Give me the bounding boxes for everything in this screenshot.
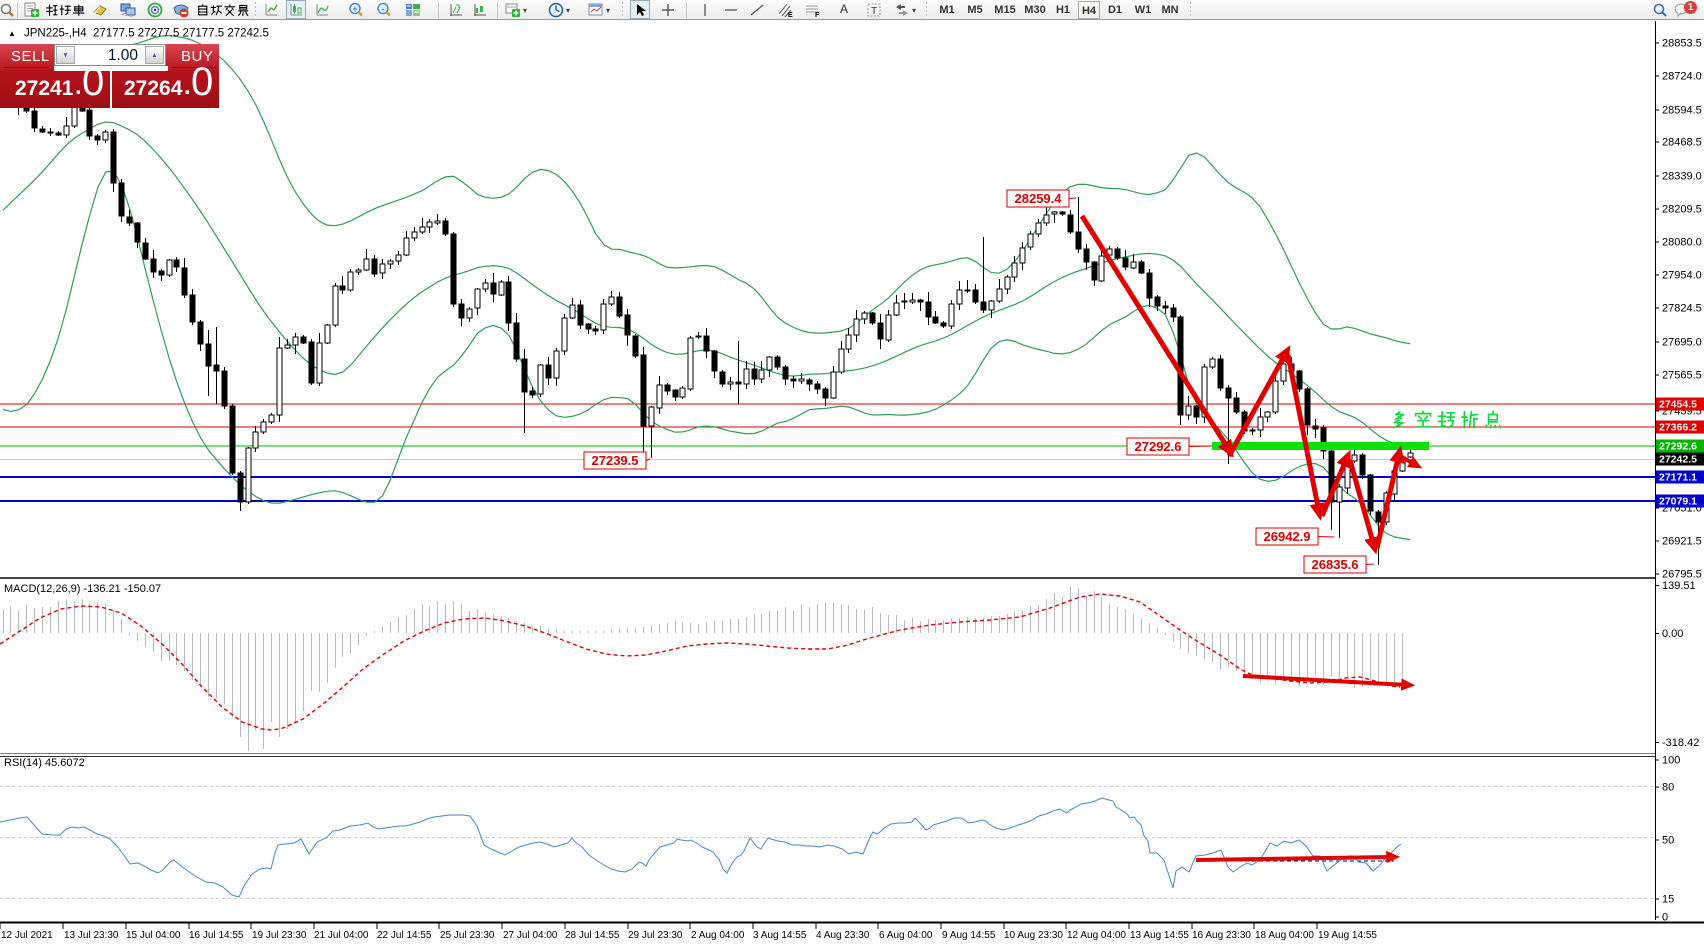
- svg-text:28080.0: 28080.0: [1662, 237, 1702, 249]
- svg-text:T: T: [871, 6, 877, 17]
- svg-text:28339.0: 28339.0: [1662, 171, 1702, 183]
- svg-text:27242.5: 27242.5: [1659, 454, 1697, 466]
- svg-text:100: 100: [1662, 755, 1680, 767]
- svg-text:-318.42: -318.42: [1662, 737, 1699, 749]
- svg-text:22 Jul 14:55: 22 Jul 14:55: [377, 930, 432, 941]
- svg-text:26942.9: 26942.9: [1264, 529, 1311, 544]
- svg-text:27171.1: 27171.1: [1659, 472, 1697, 484]
- svg-text:10 Aug 23:30: 10 Aug 23:30: [1004, 930, 1063, 941]
- svg-text:0.00: 0.00: [1662, 628, 1683, 640]
- svg-text:16 Jul 14:55: 16 Jul 14:55: [189, 930, 244, 941]
- svg-text:28209.5: 28209.5: [1662, 204, 1702, 216]
- svg-text:28594.5: 28594.5: [1662, 105, 1702, 117]
- svg-text:RSI(14) 45.6072: RSI(14) 45.6072: [4, 757, 85, 769]
- svg-text:26921.5: 26921.5: [1662, 536, 1702, 548]
- svg-text:28724.0: 28724.0: [1662, 71, 1702, 83]
- svg-text:MACD(12,26,9) -136.21 -150.07: MACD(12,26,9) -136.21 -150.07: [4, 583, 161, 595]
- svg-text:4 Aug 23:30: 4 Aug 23:30: [816, 930, 870, 941]
- svg-text:F: F: [815, 12, 820, 18]
- svg-text:28468.5: 28468.5: [1662, 137, 1702, 149]
- svg-text:13 Jul 23:30: 13 Jul 23:30: [64, 930, 119, 941]
- svg-text:12 Aug 04:00: 12 Aug 04:00: [1067, 930, 1126, 941]
- svg-text:28 Jul 14:55: 28 Jul 14:55: [565, 930, 620, 941]
- svg-text:+: +: [352, 4, 357, 14]
- svg-text:27565.5: 27565.5: [1662, 370, 1702, 382]
- svg-text:26835.6: 26835.6: [1312, 557, 1359, 572]
- svg-text:80: 80: [1662, 782, 1674, 794]
- svg-text:27 Jul 04:00: 27 Jul 04:00: [503, 930, 558, 941]
- svg-text:27079.1: 27079.1: [1659, 496, 1697, 508]
- svg-text:15: 15: [1662, 894, 1674, 906]
- svg-text:3 Aug 14:55: 3 Aug 14:55: [753, 930, 807, 941]
- svg-text:19 Aug 14:55: 19 Aug 14:55: [1318, 930, 1377, 941]
- svg-text:18 Aug 04:00: 18 Aug 04:00: [1255, 930, 1314, 941]
- svg-text:27292.6: 27292.6: [1135, 439, 1182, 454]
- svg-text:29 Jul 23:30: 29 Jul 23:30: [628, 930, 683, 941]
- svg-text:27695.0: 27695.0: [1662, 337, 1702, 349]
- svg-text:27366.2: 27366.2: [1659, 422, 1697, 434]
- svg-text:50: 50: [1662, 835, 1674, 847]
- svg-text:9 Aug 14:55: 9 Aug 14:55: [942, 930, 996, 941]
- svg-text:27292.6: 27292.6: [1659, 441, 1697, 453]
- svg-text:26795.5: 26795.5: [1662, 569, 1702, 581]
- svg-text:21 Jul 04:00: 21 Jul 04:00: [314, 930, 369, 941]
- svg-text:25 Jul 23:30: 25 Jul 23:30: [440, 930, 495, 941]
- svg-text:27954.0: 27954.0: [1662, 270, 1702, 282]
- svg-text:0: 0: [1662, 912, 1668, 924]
- svg-text:13 Aug 14:55: 13 Aug 14:55: [1130, 930, 1189, 941]
- svg-text:28259.4: 28259.4: [1015, 191, 1063, 206]
- svg-text:16 Aug 23:30: 16 Aug 23:30: [1192, 930, 1251, 941]
- svg-text:27239.5: 27239.5: [592, 453, 639, 468]
- svg-text:E: E: [788, 12, 793, 18]
- svg-text:27824.5: 27824.5: [1662, 303, 1702, 315]
- svg-text:-: -: [382, 4, 385, 14]
- svg-text:27454.5: 27454.5: [1659, 399, 1697, 411]
- svg-text:15 Jul 04:00: 15 Jul 04:00: [126, 930, 181, 941]
- svg-text:19 Jul 23:30: 19 Jul 23:30: [252, 930, 307, 941]
- svg-text:2 Aug 04:00: 2 Aug 04:00: [691, 930, 745, 941]
- svg-text:12 Jul 2021: 12 Jul 2021: [1, 930, 53, 941]
- svg-text:139.51: 139.51: [1662, 580, 1696, 592]
- svg-text:28853.5: 28853.5: [1662, 38, 1702, 50]
- svg-text:6 Aug 04:00: 6 Aug 04:00: [879, 930, 933, 941]
